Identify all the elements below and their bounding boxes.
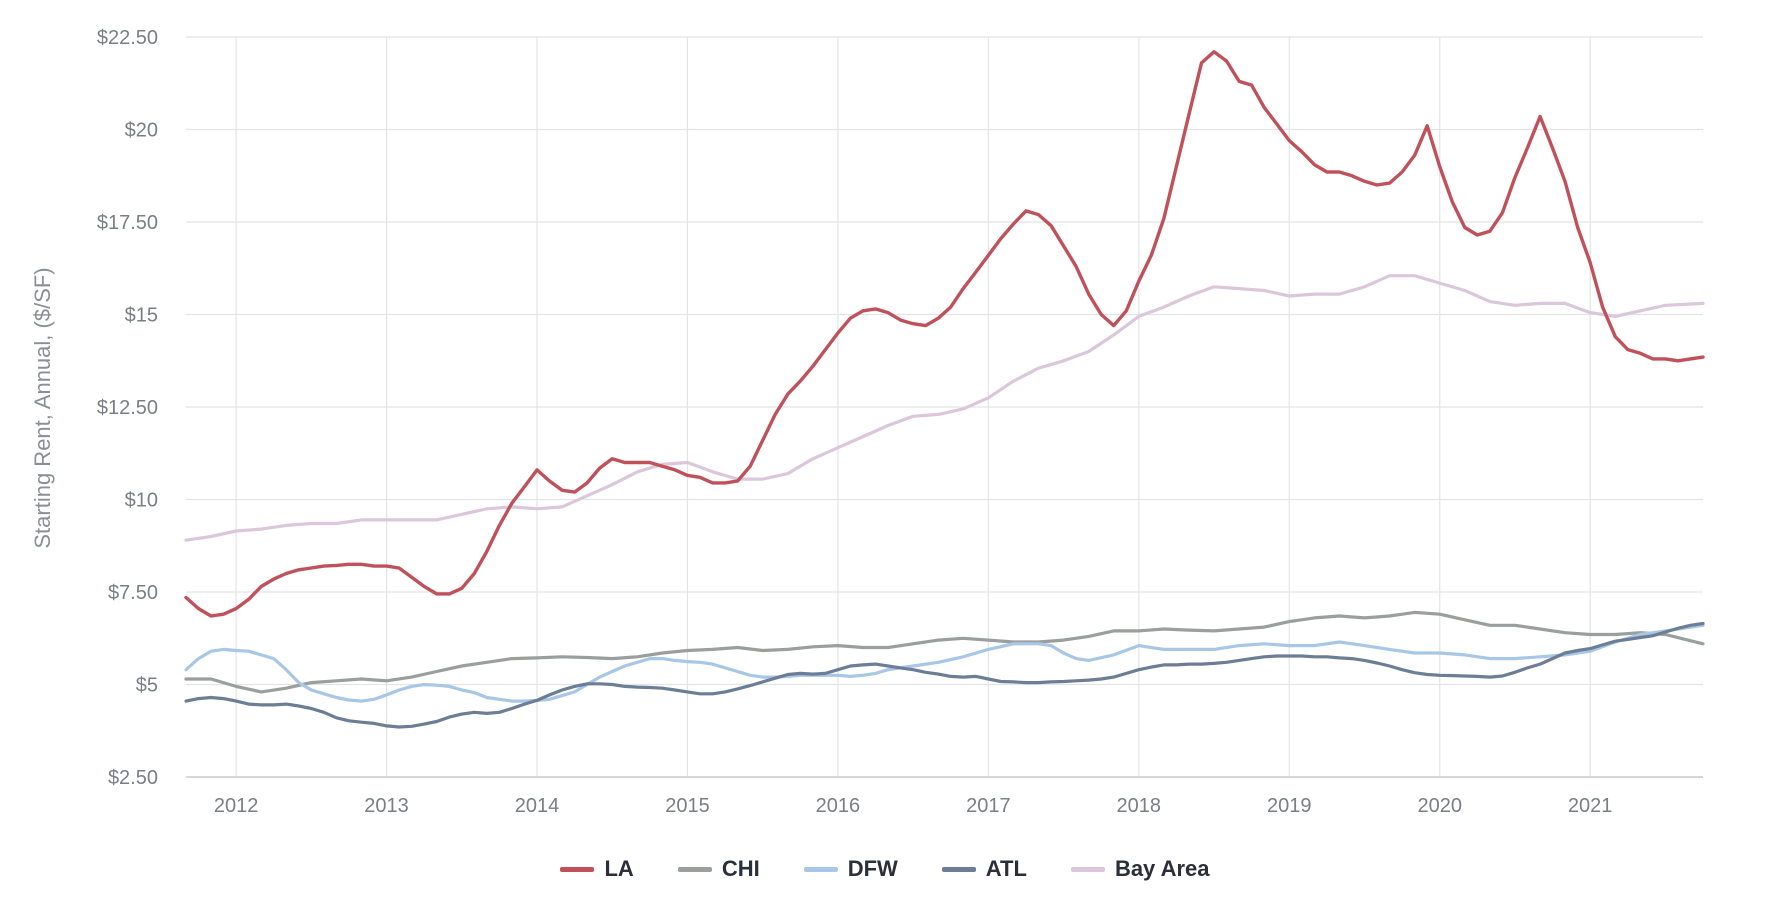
x-tick-label: 2013: [364, 795, 409, 817]
y-tick-label: $10: [125, 490, 158, 512]
y-tick-label: $15: [125, 305, 158, 327]
legend: LA CHI DFW ATL Bay Area: [0, 856, 1770, 882]
legend-label: LA: [604, 856, 634, 881]
x-tick-label: 2020: [1417, 795, 1462, 817]
legend-swatch: [1070, 866, 1105, 872]
legend-label: Bay Area: [1114, 856, 1210, 881]
y-tick-label: $22.50: [97, 27, 158, 49]
legend-swatch: [803, 866, 838, 872]
x-tick-label: 2019: [1267, 795, 1312, 817]
grid: [186, 36, 1703, 778]
x-tick-label: 2021: [1568, 795, 1613, 817]
legend-item-la[interactable]: LA: [560, 856, 634, 882]
legend-swatch: [677, 866, 712, 872]
x-tick-label: 2014: [515, 795, 560, 817]
x-tick-label: 2015: [665, 795, 710, 817]
series-line-dfw: [184, 623, 1705, 703]
x-tick-label: 2012: [214, 795, 259, 817]
legend-swatch: [560, 866, 595, 872]
legend-label: ATL: [985, 856, 1027, 881]
series-line-chi: [184, 610, 1705, 694]
x-tick-label: 2016: [816, 795, 861, 817]
y-tick-label: $17.50: [97, 212, 158, 234]
y-tick-label: $5: [136, 675, 158, 697]
y-axis-title: Starting Rent, Annual, ($/SF): [30, 267, 55, 548]
series-lines: [184, 50, 1705, 729]
legend-item-bay-area[interactable]: Bay Area: [1070, 856, 1210, 882]
y-tick-label: $20: [125, 120, 158, 142]
series-line-la: [184, 50, 1705, 618]
legend-label: DFW: [847, 856, 898, 881]
y-tick-label: $12.50: [97, 397, 158, 419]
x-tick-label: 2017: [966, 795, 1011, 817]
y-axis-ticks: $2.50 $5 $7.50 $10 $12.50 $15 $17.50 $20 $22.50: [97, 27, 158, 789]
y-tick-label: $7.50: [108, 582, 158, 604]
x-axis-ticks: 2012 2013 2014 2015 2016 2017 2018 2019 2020 2021: [214, 795, 1613, 817]
legend-swatch: [941, 866, 976, 872]
legend-item-atl[interactable]: ATL: [941, 856, 1027, 882]
y-tick-label: $2.50: [108, 767, 158, 789]
series-line-bay-area: [184, 274, 1705, 542]
legend-label: CHI: [721, 856, 760, 881]
legend-item-chi[interactable]: CHI: [677, 856, 760, 882]
legend-item-dfw[interactable]: DFW: [803, 856, 898, 882]
series-line-atl: [184, 621, 1705, 729]
x-tick-label: 2018: [1117, 795, 1162, 817]
